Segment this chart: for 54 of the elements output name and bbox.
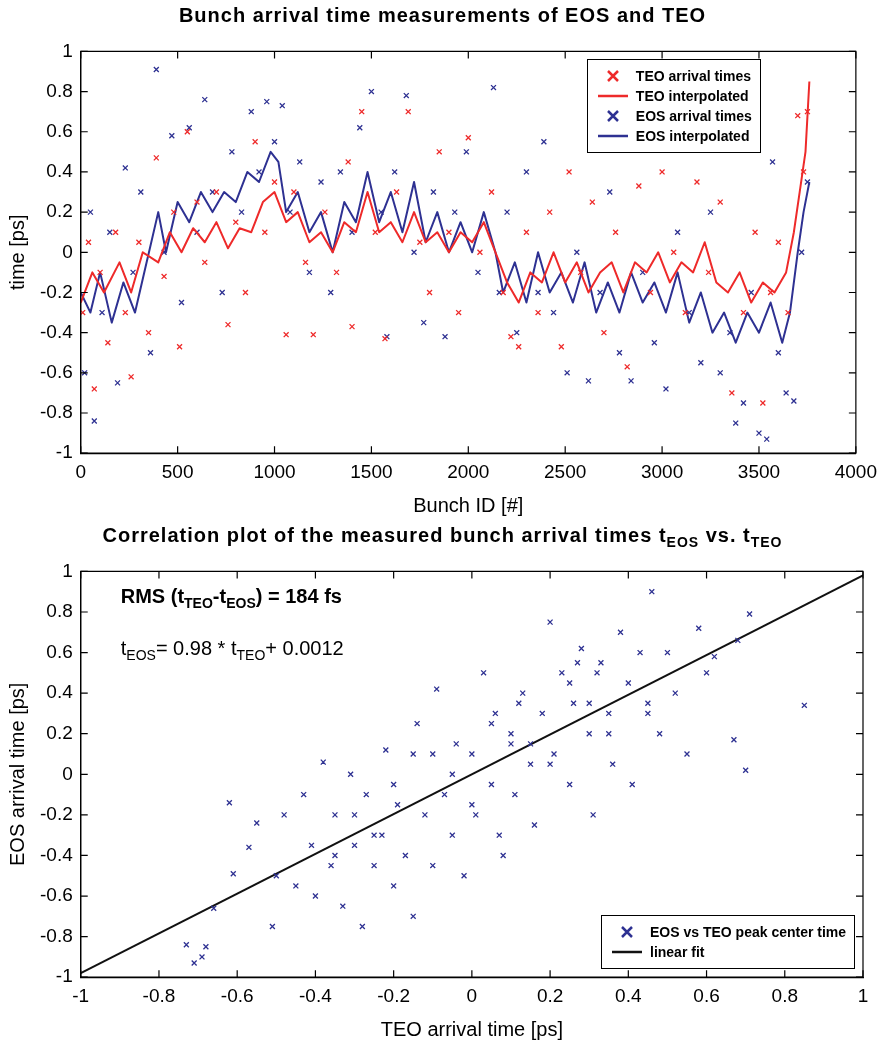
x-tick-label: 4000 bbox=[834, 460, 878, 482]
y-axis-title: EOS arrival time [ps] bbox=[5, 682, 28, 866]
y-tick-label: -0.2 bbox=[39, 803, 73, 825]
x-axis-title: Bunch ID [#] bbox=[413, 493, 524, 516]
y-tick-label: -0.8 bbox=[39, 401, 73, 423]
y-tick-label: 0.6 bbox=[46, 640, 73, 662]
y-tick-label: -0.8 bbox=[39, 924, 73, 946]
legend-label: TEO interpolated bbox=[635, 88, 749, 105]
y-axis-title: time [ps] bbox=[5, 214, 28, 291]
x-tick-label: 0.8 bbox=[771, 984, 798, 1006]
y-tick-label: 0.4 bbox=[46, 681, 74, 703]
y-tick-label: 0.8 bbox=[46, 600, 73, 622]
chart-title: Correlation plot of the measured bunch arrival times t$_{EOS}$ vs. t$_{TEO}$ bbox=[101, 523, 784, 552]
y-tick-label: 0.6 bbox=[46, 119, 73, 141]
annotation: RMS (t$_{TEO}$-t$_{EOS}$) = 184 fs bbox=[120, 585, 342, 612]
y-tick-label: 0.2 bbox=[46, 200, 73, 222]
y-tick-label: 0 bbox=[62, 240, 73, 262]
y-tick-label: -1 bbox=[55, 441, 73, 463]
x-tick-label: 0 bbox=[466, 984, 478, 1006]
legend-label: EOS vs TEO peak center time bbox=[650, 924, 847, 941]
y-tick-label: 1 bbox=[62, 559, 73, 581]
y-tick-label: 0 bbox=[62, 762, 73, 784]
x-tick-label: 2000 bbox=[447, 460, 490, 482]
x-axis-title: TEO arrival time [ps] bbox=[380, 1017, 563, 1040]
x-tick-label: 0.2 bbox=[536, 984, 564, 1006]
x-tick-label: 1 bbox=[857, 984, 869, 1006]
y-tick-label: -1 bbox=[55, 965, 73, 987]
y-tick-label: -0.4 bbox=[39, 320, 74, 342]
y-tick-label: 0.2 bbox=[46, 721, 73, 743]
y-tick-label: 0.4 bbox=[46, 160, 74, 182]
y-tick-label: 1 bbox=[62, 39, 73, 61]
legend-label: linear fit bbox=[650, 944, 705, 961]
legend-label: TEO arrival times bbox=[635, 68, 752, 85]
y-tick-label: -0.4 bbox=[39, 843, 74, 865]
chart-title: Bunch arrival time measurements of EOS and TEO bbox=[177, 3, 708, 28]
x-tick-label: -0.2 bbox=[377, 984, 411, 1006]
x-tick-label: 2500 bbox=[544, 460, 587, 482]
x-tick-label: 0.6 bbox=[693, 984, 720, 1006]
x-tick-label: 3000 bbox=[640, 460, 684, 482]
x-tick-label: -0.6 bbox=[220, 984, 254, 1006]
annotation: t$_{EOS}$= 0.98 * t$_{TEO}$+ 0.0012 bbox=[120, 637, 344, 664]
x-tick-label: 500 bbox=[161, 460, 194, 482]
x-tick-label: 3500 bbox=[737, 460, 781, 482]
x-tick-label: 1500 bbox=[350, 460, 393, 482]
x-tick-label: 1000 bbox=[253, 460, 296, 482]
legend-label: EOS interpolated bbox=[635, 128, 750, 145]
x-tick-label: -0.4 bbox=[299, 984, 333, 1006]
legend-label: EOS arrival times bbox=[635, 108, 752, 125]
y-tick-label: 0.8 bbox=[46, 79, 73, 101]
y-tick-label: -0.6 bbox=[39, 884, 73, 906]
x-tick-label: 0.4 bbox=[615, 984, 642, 1006]
y-tick-label: -0.6 bbox=[39, 361, 73, 383]
x-tick-label: -0.8 bbox=[142, 984, 176, 1006]
y-tick-label: -0.2 bbox=[39, 280, 73, 302]
